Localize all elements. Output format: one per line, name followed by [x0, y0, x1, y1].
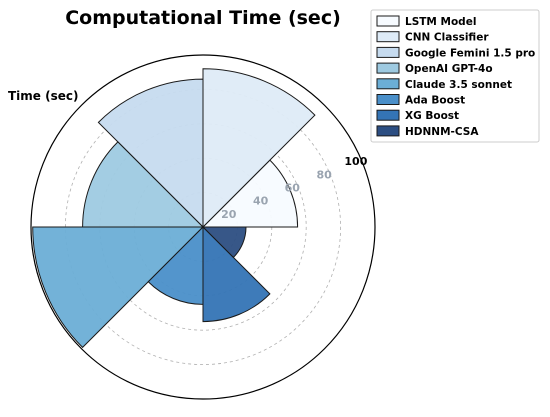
radial-tick-label: 100	[344, 155, 367, 168]
legend-item-label: Google Femini 1.5 pro	[405, 47, 535, 59]
legend: LSTM Model CNN Classifier Google Femini 1.…	[370, 9, 540, 143]
grid-circle	[99, 123, 307, 331]
bar-cnn-classifier	[202, 68, 316, 229]
legend-item-label: Claude 3.5 sonnet	[405, 79, 512, 91]
legend-item-label: XG Boost	[405, 110, 459, 122]
legend-item-label: HDNNM-CSA	[405, 126, 479, 138]
bar-openai-gpt-4o	[82, 141, 205, 228]
radial-axis-label: Time (sec)	[8, 89, 78, 103]
bar-ada-boost	[147, 225, 204, 305]
radial-tick-label: 20	[221, 208, 237, 221]
legend-swatch	[376, 31, 400, 43]
bar-xg-boost	[202, 225, 271, 323]
bar-lstm-model	[201, 159, 299, 228]
bar-claude-3-5-sonnet	[32, 226, 205, 349]
polar-frame	[30, 54, 376, 400]
legend-item-label: LSTM Model	[405, 16, 476, 28]
chart-title: Computational Time (sec)	[65, 7, 341, 29]
legend-item-label: CNN Classifier	[405, 32, 489, 44]
legend-frame	[370, 9, 540, 143]
radial-tick-labels: 20 40 60 80 100	[221, 155, 368, 221]
radial-tick-label: 40	[253, 195, 269, 208]
legend-swatch	[376, 15, 400, 27]
legend-swatch	[376, 94, 400, 105]
legend-item-label: OpenAI GPT-4o	[405, 63, 493, 75]
bars-layer	[32, 68, 316, 349]
legend-item-label: Ada Boost	[405, 95, 465, 107]
legend-swatch	[376, 62, 400, 74]
radial-tick-label: 60	[285, 182, 301, 195]
bar-hdnnm-csa	[201, 226, 247, 259]
radial-tick-label: 80	[316, 168, 332, 181]
bar-google-femini-1-5-pro	[97, 78, 204, 229]
legend-swatch	[376, 46, 400, 58]
legend-swatch	[376, 125, 400, 137]
legend-swatch	[376, 78, 400, 90]
legend-swatch	[376, 109, 400, 121]
